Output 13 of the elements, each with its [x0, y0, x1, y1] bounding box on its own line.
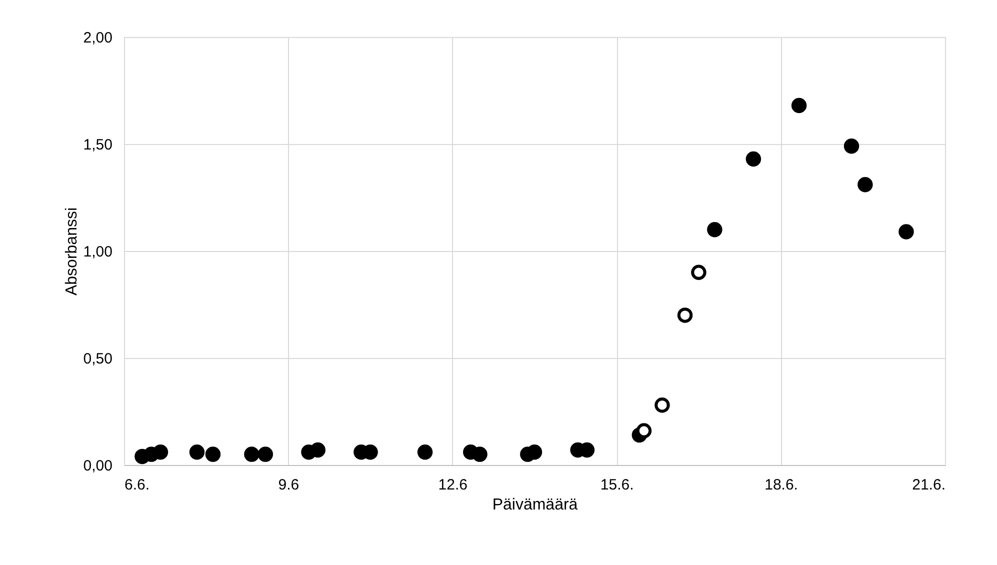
y-tick-label: 2,00	[83, 30, 112, 46]
x-tick-label: 15.6.	[600, 476, 634, 494]
y-tick-label: 1,00	[83, 244, 112, 260]
x-tick-label: 12.6	[438, 476, 468, 494]
y-axis-title: Absorbanssi	[63, 207, 80, 296]
y-tick-label: 0,00	[83, 458, 112, 474]
x-tick-label: 18.6.	[764, 476, 798, 494]
x-tick-label: 6.6.	[124, 476, 150, 494]
x-axis-title: Päivämäärä	[492, 496, 578, 514]
y-tick-label: 0,50	[83, 350, 112, 368]
y-tick-label: 1,50	[83, 136, 112, 154]
x-tick-label: 9.6	[278, 476, 300, 494]
x-tick-label: 21.6.	[912, 476, 946, 494]
